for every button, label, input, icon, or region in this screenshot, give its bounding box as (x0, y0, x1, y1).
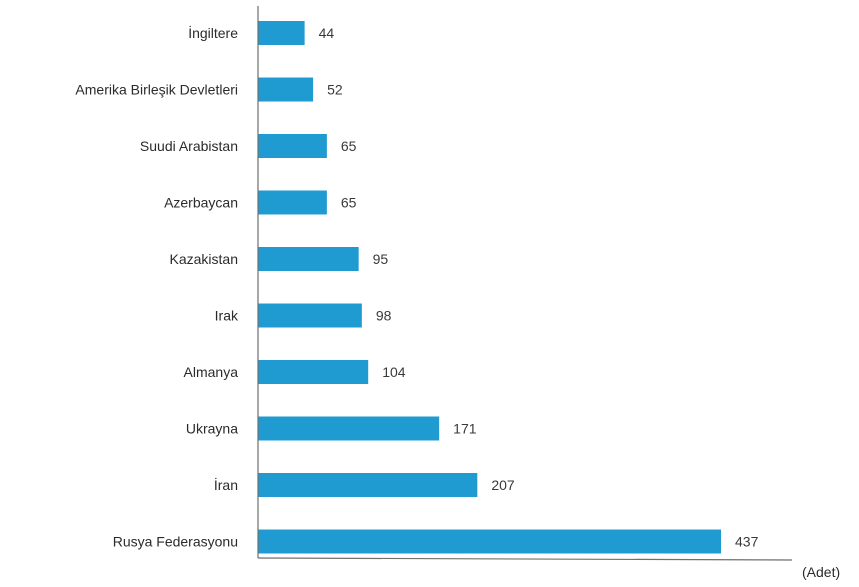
bar (258, 77, 314, 102)
bar (258, 21, 305, 45)
bar (258, 303, 362, 328)
bar (258, 134, 327, 158)
bar (258, 247, 359, 271)
category-labels: İngiltere Amerika Birleşik Devletleri Suud… (75, 24, 239, 550)
category-label: İngiltere (188, 24, 238, 41)
category-label: Rusya Federasyonu (113, 534, 238, 550)
bar (258, 473, 478, 497)
x-axis-line (257, 557, 793, 561)
category-label: Irak (215, 308, 239, 324)
value-label: 98 (376, 308, 392, 324)
value-label: 65 (341, 195, 357, 211)
value-labels: 44 52 65 65 95 98 104 171 207 437 (319, 25, 759, 550)
value-label: 65 (341, 138, 357, 154)
category-label: Azerbaycan (164, 195, 238, 211)
category-label: Ukrayna (186, 421, 238, 437)
value-label: 44 (319, 25, 335, 41)
category-label: Kazakistan (170, 251, 238, 267)
value-label: 104 (382, 364, 406, 380)
value-label: 52 (327, 82, 343, 98)
category-label: Amerika Birleşik Devletleri (75, 82, 238, 98)
bar (258, 529, 721, 554)
bar (258, 416, 440, 441)
category-label: Suudi Arabistan (140, 138, 238, 154)
category-label: Almanya (184, 364, 239, 380)
value-label: 171 (453, 421, 477, 437)
unit-label: (Adet) (802, 564, 840, 580)
category-label: İran (214, 476, 238, 493)
bar (258, 190, 327, 215)
value-label: 207 (491, 477, 515, 493)
bar (258, 360, 369, 384)
value-label: 95 (373, 251, 389, 267)
value-label: 437 (735, 534, 759, 550)
bars-group (258, 21, 721, 554)
